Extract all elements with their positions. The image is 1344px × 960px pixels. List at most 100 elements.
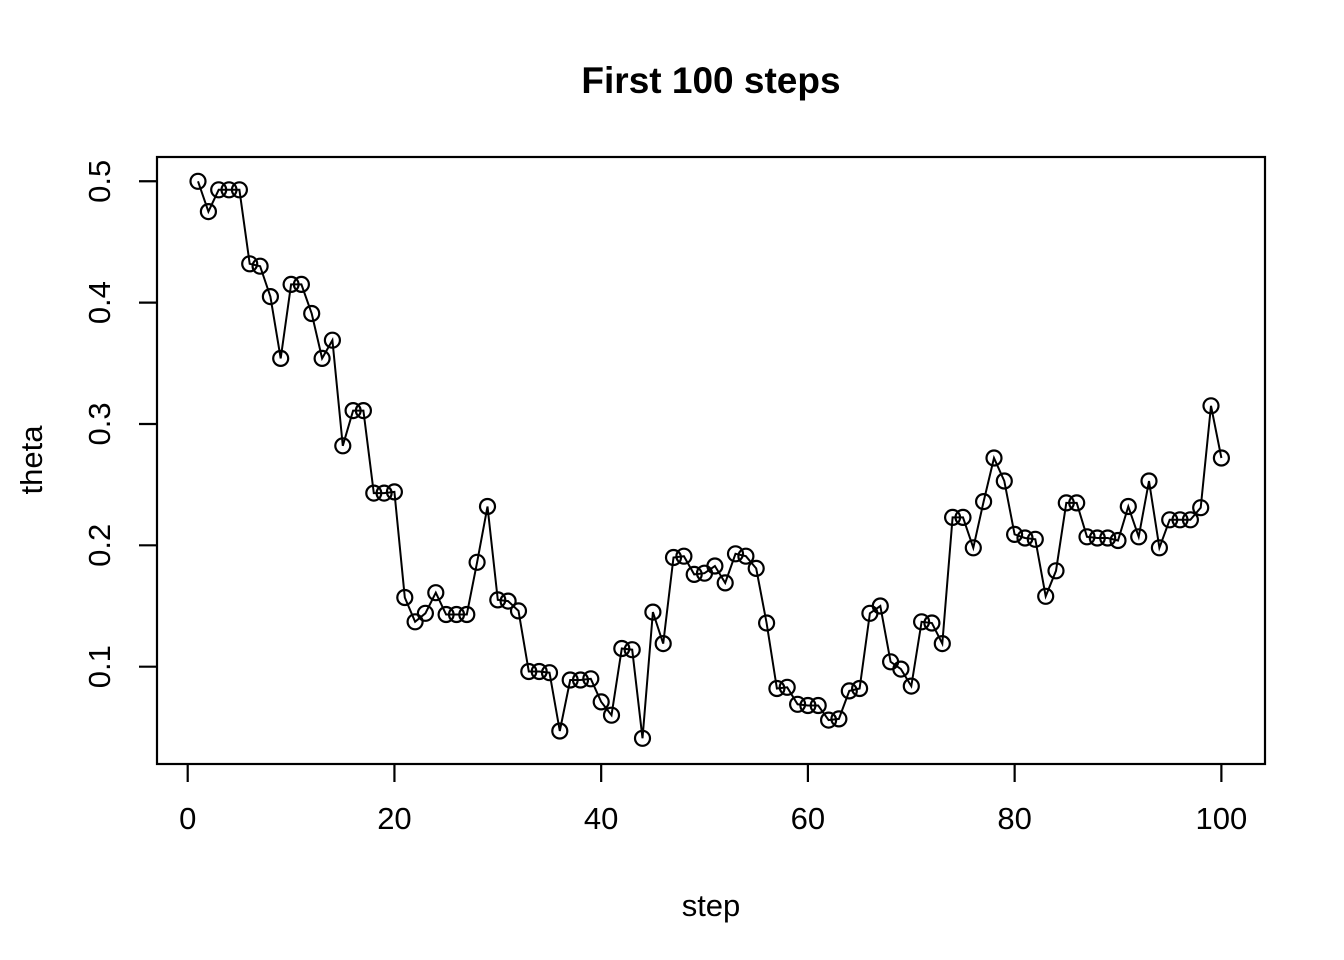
x-tick-label: 60 [791,801,825,836]
data-point [685,565,703,584]
data-point [272,349,290,367]
data-point [1016,529,1034,547]
data-point [189,172,207,190]
data-point [427,584,445,602]
data-point [478,497,497,516]
data-point [623,641,641,659]
data-point [871,597,889,615]
data-point [737,547,755,565]
data-point [995,472,1013,490]
data-point [664,548,683,567]
data-point [633,729,652,747]
data-point [520,662,538,681]
x-tick-label: 20 [377,801,411,836]
data-point [602,706,621,724]
chart-title: First 100 steps [581,60,840,101]
data-point [220,181,238,199]
data-point [1212,449,1231,467]
data-point [354,402,372,420]
data-point [1057,494,1075,512]
data-point [943,508,962,527]
x-tick-label: 40 [584,801,618,836]
data-point [199,203,217,221]
data-point [1088,529,1106,547]
data-point [757,614,776,632]
data-point [1192,499,1210,517]
data-point [437,605,455,624]
data-point [551,722,569,740]
data-point [1109,531,1127,550]
data-point [416,604,434,622]
data-point [1171,511,1189,529]
data-point [530,662,548,681]
data-point [954,508,972,527]
data-point [1068,494,1086,512]
data-point [850,679,869,698]
data-point [282,275,300,293]
data-point [819,711,838,729]
data-point [788,695,807,713]
data-point [1099,529,1117,547]
data-point [933,634,951,653]
data-point [1037,587,1055,605]
data-point [489,591,507,609]
data-point [809,696,827,715]
data-point [1047,562,1065,580]
data-point [1150,539,1169,557]
data-point [675,547,693,565]
data-point [1130,528,1148,546]
data-point [509,602,528,620]
data-point [375,484,393,502]
data-point [571,671,590,689]
data-point [716,574,734,592]
data-point [1140,472,1158,490]
plot-frame [155,155,1267,766]
data-point [912,613,931,631]
data-point [1119,497,1137,516]
y-tick-label: 0.4 [82,281,117,324]
data-point [799,696,817,715]
data-point [406,613,424,631]
data-point [313,349,331,367]
x-tick-label: 80 [997,801,1031,836]
data-point [1026,530,1044,548]
data-point [964,539,982,557]
data-point [840,682,858,700]
data-point [396,588,414,607]
data-point [210,181,228,199]
data-point [892,660,910,678]
data-point [261,288,279,306]
y-axis-label: theta [14,425,49,495]
trace-line [197,180,1223,739]
x-tick-label: 0 [179,801,196,836]
data-point [1161,511,1179,529]
data-point [385,483,403,501]
data-point [613,639,631,658]
data-point [292,275,310,293]
y-tick-label: 0.5 [82,160,117,203]
data-point [230,181,248,199]
x-tick-label: 100 [1196,801,1248,836]
data-point [1078,528,1096,546]
data-point [447,605,466,624]
data-point [768,679,786,698]
data-point [303,304,321,323]
data-point [974,493,993,511]
data-point [830,710,848,728]
data-point [241,255,259,273]
data-point [468,553,486,571]
data-point [706,557,724,575]
data-point [251,257,269,275]
data-point [654,634,672,653]
data-point [726,545,745,563]
data-point [561,671,579,689]
data-point [323,331,341,349]
data-point [644,603,662,621]
data-point [985,449,1003,467]
data-point [344,402,362,420]
data-point [582,670,600,688]
data-point [1005,525,1024,544]
y-tick-label: 0.3 [82,402,117,445]
